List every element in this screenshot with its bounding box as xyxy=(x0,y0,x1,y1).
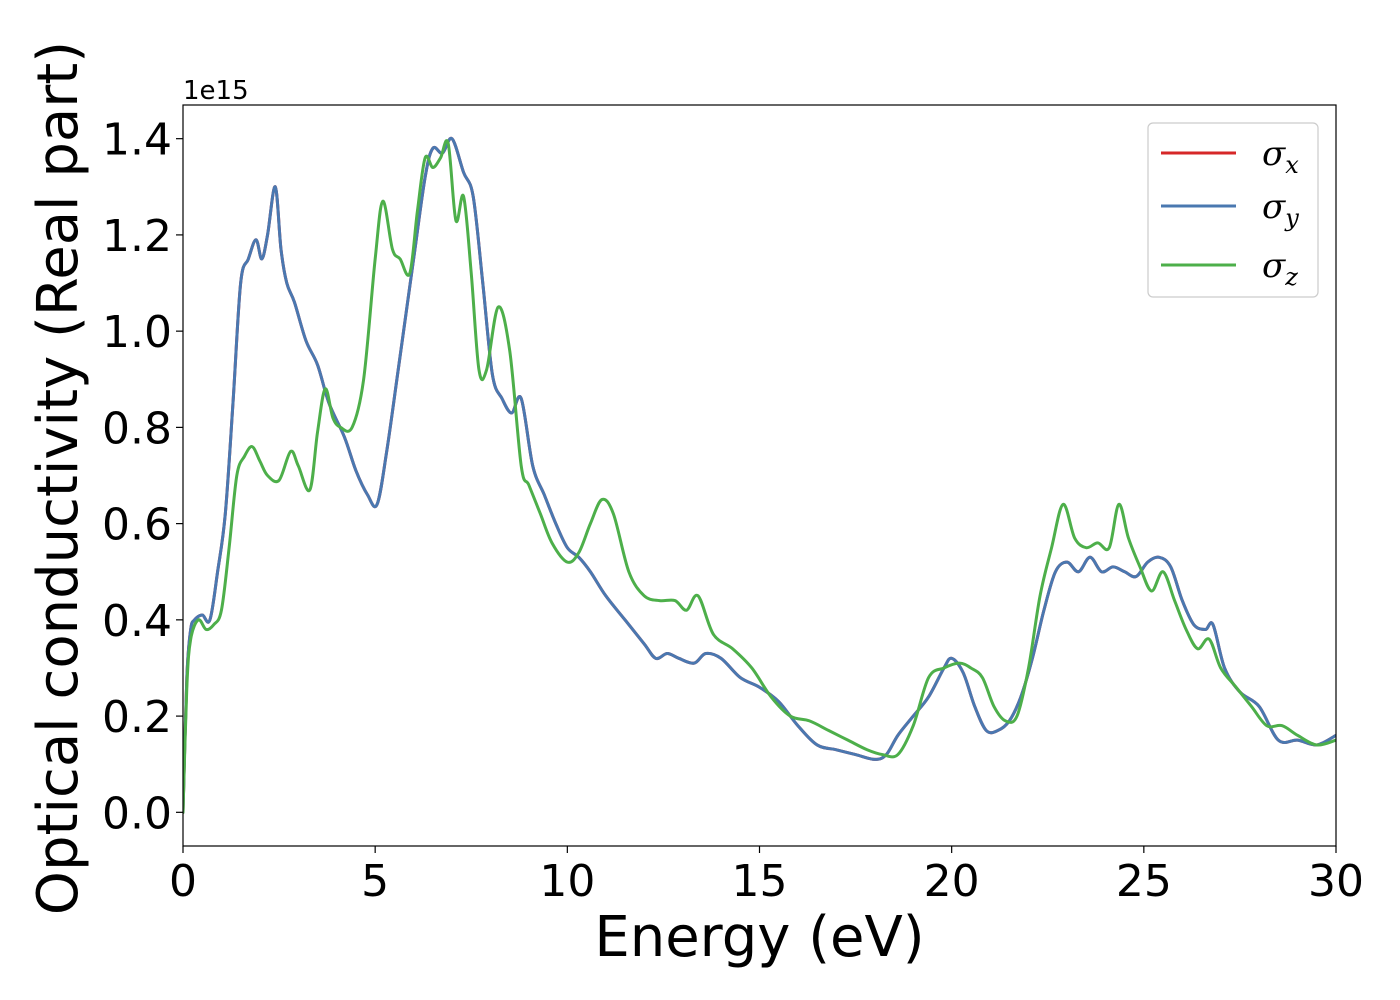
legend-frame xyxy=(1147,122,1319,298)
y-tick-label: 0.4 xyxy=(102,596,172,647)
y-offset-label: 1e15 xyxy=(183,76,249,106)
legend-subscript: y xyxy=(1284,204,1299,232)
legend-subscript: z xyxy=(1284,263,1298,291)
y-tick-label: 0.0 xyxy=(102,788,172,839)
x-axis-label: Energy (eV) xyxy=(594,905,924,970)
legend-symbol: σ xyxy=(1262,187,1286,227)
y-tick-label: 0.6 xyxy=(102,500,172,551)
y-axis-label: Optical conductivity (Real part) xyxy=(26,41,91,915)
y-tick-label: 1.4 xyxy=(102,115,172,166)
x-tick-label: 10 xyxy=(539,856,595,907)
x-tick-label: 5 xyxy=(361,856,389,907)
x-tick-label: 0 xyxy=(169,856,197,907)
y-axis: 0.0 0.2 0.4 0.6 0.8 1.0 1.2 1.4 xyxy=(102,115,183,839)
y-tick-label: 1.2 xyxy=(102,211,172,262)
legend-label-x: σx xyxy=(1262,134,1299,179)
x-tick-label: 15 xyxy=(732,856,788,907)
legend-symbol: σ xyxy=(1262,246,1286,286)
y-tick-label: 0.2 xyxy=(102,692,172,743)
plot-area xyxy=(182,104,1337,847)
x-axis: 0 5 10 15 20 25 30 xyxy=(169,846,1364,907)
series-line-z xyxy=(183,139,1336,814)
y-tick-label: 0.8 xyxy=(102,403,172,454)
series-lines xyxy=(183,136,1336,814)
x-tick-label: 30 xyxy=(1308,856,1364,907)
legend-label-y: σy xyxy=(1262,187,1299,232)
series-line-y xyxy=(183,136,1336,814)
x-tick-label: 25 xyxy=(1116,856,1172,907)
x-tick-label: 20 xyxy=(924,856,980,907)
legend-label-z: σz xyxy=(1262,246,1298,291)
legend-symbol: σ xyxy=(1262,134,1286,174)
legend-subscript: x xyxy=(1285,151,1299,179)
y-tick-label: 1.0 xyxy=(102,307,172,358)
